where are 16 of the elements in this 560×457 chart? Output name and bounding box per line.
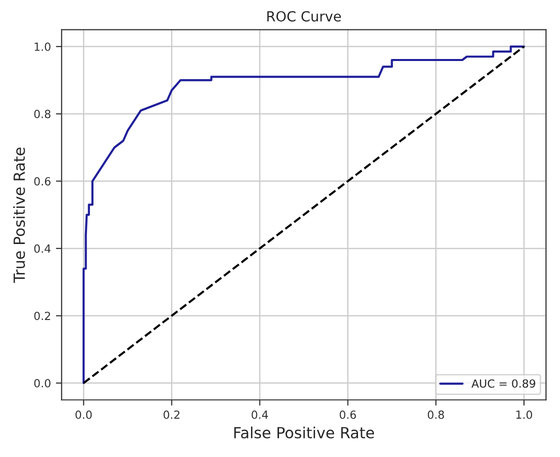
chart-title: ROC Curve (267, 11, 341, 22)
x-tick-label: 0.0 (76, 410, 92, 419)
y-tick-label: 1.0 (34, 42, 50, 51)
y-tick-label: 0.4 (34, 244, 51, 253)
x-tick-label: 0.6 (340, 410, 356, 419)
y-axis-title: True Positive Rate (13, 148, 25, 283)
legend-label: AUC = 0.89 (471, 379, 536, 388)
y-tick-label: 0.2 (34, 312, 50, 320)
x-tick-label: 1.0 (516, 410, 532, 419)
x-tick-label: 0.2 (164, 410, 180, 419)
x-axis-title: False Positive Rate (234, 426, 374, 438)
y-tick-label: 0.0 (34, 379, 50, 388)
y-tick-label: 0.6 (34, 177, 50, 186)
x-tick-label: 0.4 (252, 410, 268, 419)
x-tick-label: 0.8 (428, 410, 444, 419)
y-tick-label: 0.8 (34, 110, 50, 118)
